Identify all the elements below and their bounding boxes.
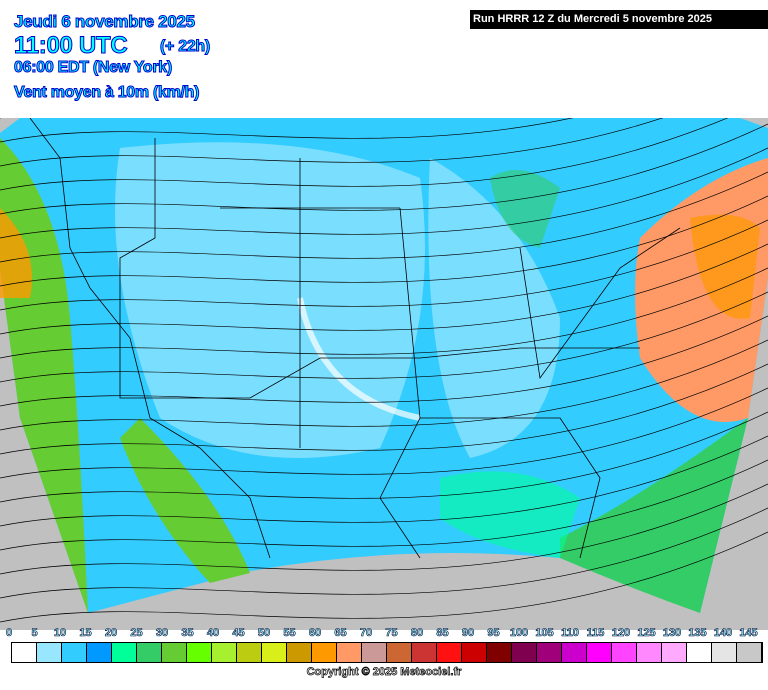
parameter-title: Vent moyen à 10m (km/h) bbox=[13, 84, 200, 102]
legend-swatch bbox=[587, 643, 612, 662]
legend-label: 125 bbox=[637, 627, 656, 640]
legend-swatch bbox=[637, 643, 662, 662]
legend-swatch bbox=[12, 643, 37, 662]
streamline bbox=[0, 531, 768, 623]
legend-label: 30 bbox=[155, 627, 169, 640]
streamline bbox=[0, 363, 768, 455]
legend-label: 20 bbox=[104, 627, 118, 640]
legend-swatch bbox=[337, 643, 362, 662]
streamlines bbox=[0, 118, 768, 623]
forecast-time-local: 06:00 EDT (New York) bbox=[14, 59, 173, 77]
legend-swatch bbox=[487, 643, 512, 662]
wind-map bbox=[0, 118, 768, 630]
run-label: Run HRRR 12 Z du Mercredi 5 novembre 202… bbox=[470, 10, 768, 29]
legend-label: 40 bbox=[206, 627, 220, 640]
legend-label: 5 bbox=[31, 627, 38, 640]
streamline bbox=[0, 459, 768, 551]
forecast-date: Jeudi 6 novembre 2025 bbox=[14, 12, 196, 32]
streamline bbox=[0, 411, 768, 503]
streamline bbox=[0, 118, 664, 167]
streamline bbox=[0, 219, 768, 311]
legend-label: 25 bbox=[130, 627, 143, 640]
legend-swatch bbox=[237, 643, 262, 662]
legend-label: 75 bbox=[385, 627, 398, 640]
legend-label: 0 bbox=[5, 627, 13, 640]
legend-swatch bbox=[262, 643, 287, 662]
legend-swatch bbox=[712, 643, 737, 662]
legend-swatch bbox=[612, 643, 637, 662]
forecast-time-utc: 11:00 UTC bbox=[13, 32, 128, 60]
legend-label: 115 bbox=[586, 627, 605, 640]
legend-label: 120 bbox=[611, 627, 631, 640]
legend-swatch bbox=[112, 643, 137, 662]
streamline bbox=[0, 243, 768, 335]
streamline bbox=[0, 123, 768, 215]
legend-label: 130 bbox=[662, 627, 682, 640]
legend-label: 70 bbox=[359, 627, 373, 640]
legend-swatch bbox=[462, 643, 487, 662]
forecast-lead: (+ 22h) bbox=[160, 38, 211, 56]
streamline bbox=[0, 483, 768, 575]
streamline bbox=[0, 507, 768, 599]
streamline bbox=[0, 387, 768, 479]
state-borders bbox=[29, 118, 681, 559]
legend-swatch bbox=[687, 643, 712, 662]
streamline bbox=[0, 267, 768, 359]
legend-swatch bbox=[737, 643, 762, 662]
legend-swatch bbox=[212, 643, 237, 662]
streamline bbox=[0, 315, 768, 407]
legend-label: 90 bbox=[461, 627, 475, 640]
streamline bbox=[0, 195, 768, 287]
legend-swatch bbox=[312, 643, 337, 662]
legend-labels: 0 5 10 15 20 25 30 35 40 45 50 55 60 65 70 75 80 85 90 95 10… bbox=[0, 627, 768, 641]
legend-label: 35 bbox=[181, 627, 194, 640]
legend-label: 15 bbox=[79, 627, 92, 640]
legend-swatch bbox=[37, 643, 62, 662]
legend-label: 10 bbox=[53, 627, 67, 640]
streamline bbox=[0, 435, 768, 527]
legend-label: 65 bbox=[334, 627, 347, 640]
legend-label: 135 bbox=[688, 627, 707, 640]
legend-swatch bbox=[437, 643, 462, 662]
streamline bbox=[0, 339, 768, 431]
copyright: Copyright © 2025 Meteociel.fr bbox=[306, 666, 462, 679]
legend-swatch bbox=[537, 643, 562, 662]
legend-swatch bbox=[362, 643, 387, 662]
legend-swatch bbox=[87, 643, 112, 662]
legend-swatch bbox=[162, 643, 187, 662]
legend-swatch bbox=[512, 643, 537, 662]
legend-label: 105 bbox=[535, 627, 554, 640]
legend-swatch bbox=[62, 643, 87, 662]
legend-label: 50 bbox=[257, 627, 271, 640]
legend-label: 55 bbox=[283, 627, 296, 640]
legend-swatch bbox=[287, 643, 312, 662]
color-legend bbox=[11, 642, 763, 663]
legend-swatch bbox=[387, 643, 412, 662]
streamline bbox=[0, 147, 768, 239]
legend-swatch bbox=[137, 643, 162, 662]
legend-label: 45 bbox=[232, 627, 245, 640]
legend-swatch bbox=[187, 643, 212, 662]
legend-label: 80 bbox=[410, 627, 424, 640]
legend-label: 100 bbox=[509, 627, 529, 640]
legend-label: 60 bbox=[308, 627, 322, 640]
legend-swatch bbox=[562, 643, 587, 662]
legend-swatch bbox=[412, 643, 437, 662]
legend-label: 145 bbox=[739, 627, 758, 640]
legend-label: 95 bbox=[487, 627, 500, 640]
legend-swatch bbox=[662, 643, 687, 662]
streamline bbox=[0, 118, 574, 143]
legend-label: 140 bbox=[713, 627, 733, 640]
streamline bbox=[0, 171, 768, 263]
streamline bbox=[0, 118, 728, 191]
legend-label: 110 bbox=[561, 627, 579, 640]
streamline bbox=[0, 291, 768, 383]
legend-label: 85 bbox=[436, 627, 449, 640]
